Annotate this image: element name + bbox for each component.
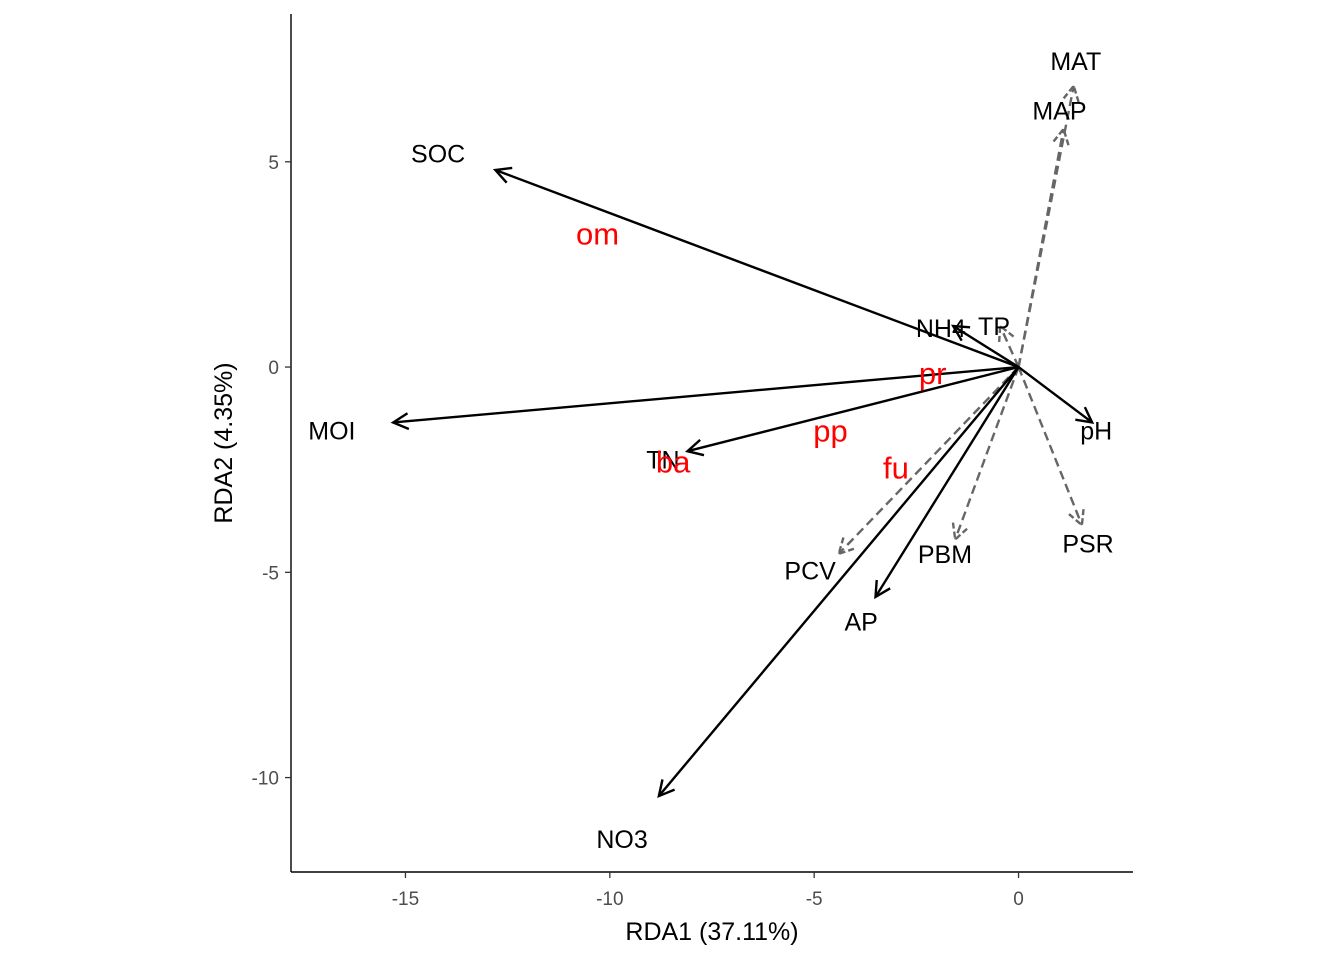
vector-tn-arrow-head	[684, 438, 705, 457]
site-label-fu: fu	[883, 451, 909, 486]
axes: -15 -10 -5 0 -10 -5 0 5	[252, 14, 1133, 910]
vector-psr-arrow	[1017, 366, 1085, 528]
vector-no3-arrow-shaft	[657, 366, 1020, 797]
y-tick-label: 5	[268, 153, 279, 174]
vector-ap-arrow-shaft	[874, 366, 1020, 598]
vector-label-no3: NO3	[596, 826, 647, 854]
site-labels: om pr pp ba fu	[576, 217, 946, 486]
vector-label-tp: TP	[978, 313, 1010, 341]
vector-map-arrow-shaft	[1017, 128, 1065, 368]
vector-tn-arrow-shaft	[687, 365, 1019, 453]
vector-label-soc: SOC	[411, 141, 465, 169]
vector-pbm-arrow-head	[951, 522, 969, 542]
dashed-vectors	[836, 83, 1085, 556]
vector-pcv-arrow	[836, 366, 1020, 556]
vector-ap-arrow	[874, 366, 1020, 600]
vector-label-ph: pH	[1080, 418, 1112, 446]
x-tick-label: 0	[1013, 889, 1024, 910]
site-label-pr: pr	[919, 356, 947, 391]
vector-mat-arrow-head	[1062, 83, 1080, 103]
vector-map-arrow	[1017, 126, 1070, 368]
vector-no3-arrow-head	[657, 779, 676, 799]
vector-label-map: MAP	[1032, 97, 1086, 125]
vector-moi-arrow	[390, 365, 1019, 431]
vector-ph-arrow-shaft	[1017, 366, 1093, 424]
site-label-om: om	[576, 217, 619, 252]
vector-tn-arrow	[684, 365, 1019, 457]
x-tick-label: -5	[806, 889, 823, 910]
vector-pbm-arrow-shaft	[954, 366, 1020, 540]
vector-tp-arrow-head	[997, 323, 1015, 344]
vector-nh4-arrow-shaft	[952, 324, 1020, 369]
vector-label-ap: AP	[845, 609, 878, 637]
vector-pbm-arrow	[951, 366, 1020, 542]
vector-pcv-arrow-head	[836, 537, 856, 556]
vector-psr-arrow-head	[1068, 508, 1085, 528]
vector-tp-arrow-shaft	[999, 325, 1020, 368]
y-ticks: -10 -5 0 5	[252, 153, 291, 790]
vector-label-tn: TN	[646, 446, 679, 474]
site-label-ba: ba	[656, 444, 691, 479]
vector-label-mat: MAT	[1050, 48, 1101, 76]
x-tick-label: -15	[392, 889, 419, 910]
vector-ph-arrow-head	[1075, 406, 1095, 425]
vector-map-arrow-head	[1052, 126, 1070, 146]
vector-label-nh4: NH4	[916, 315, 966, 343]
y-tick-label: -10	[252, 769, 279, 790]
vector-pcv-arrow-shaft	[837, 366, 1020, 555]
site-label-pp: pp	[813, 414, 847, 449]
vector-label-moi: MOI	[308, 418, 355, 446]
x-axis-title: RDA1 (37.11%)	[625, 918, 798, 946]
vector-soc-arrow-shaft	[494, 168, 1019, 369]
vector-label-pcv: PCV	[784, 557, 836, 585]
vector-nh4-arrow	[950, 324, 1020, 369]
y-axis-title: RDA2 (4.35%)	[210, 362, 238, 523]
vector-soc-arrow-head	[492, 166, 513, 184]
vector-labels: MAT MAP TP PSR PBM PCV SOC MOI TN NH4 pH AP NO3	[308, 48, 1113, 854]
vector-moi-arrow-head	[390, 412, 410, 431]
y-tick-label: 0	[268, 358, 279, 379]
vector-moi-arrow-shaft	[393, 365, 1019, 424]
solid-vectors	[390, 166, 1095, 799]
vector-nh4-arrow-head	[950, 324, 971, 342]
vector-no3-arrow	[657, 366, 1020, 799]
y-tick-label: -5	[262, 563, 279, 584]
vector-ap-arrow-head	[874, 579, 891, 600]
vector-psr-arrow-shaft	[1017, 366, 1084, 526]
x-tick-label: -10	[596, 889, 623, 910]
vector-tp-arrow	[997, 323, 1020, 368]
vector-ph-arrow	[1017, 366, 1095, 425]
vector-label-psr: PSR	[1062, 531, 1113, 559]
x-ticks: -15 -10 -5 0	[392, 872, 1024, 910]
vector-label-pbm: PBM	[918, 541, 972, 569]
vector-soc-arrow	[492, 166, 1019, 369]
